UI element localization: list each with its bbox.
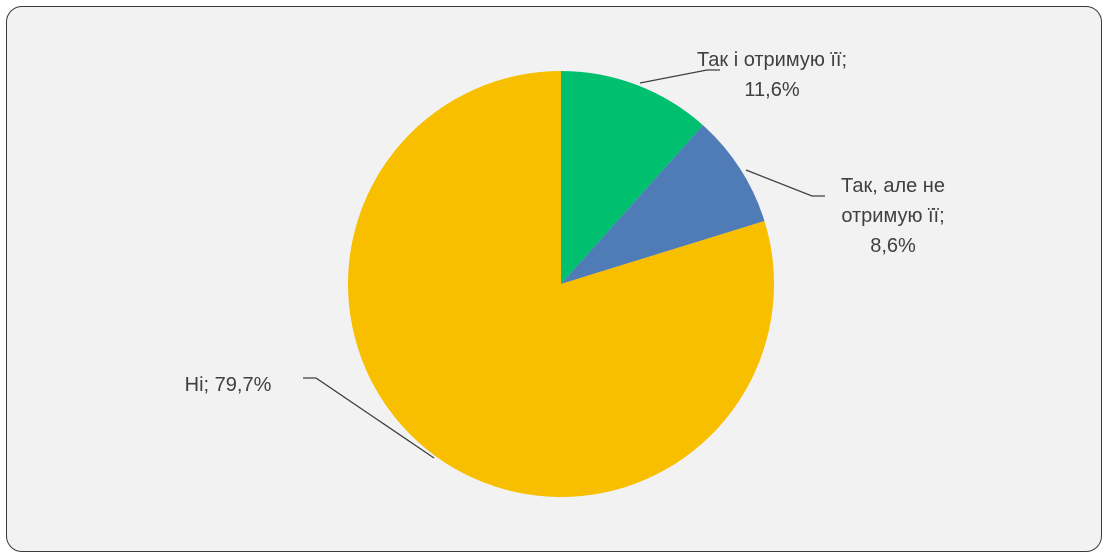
data-label-line: Ні; 79,7% [185,374,272,396]
data-labels: Так і отримую її; 11,6% Так, але не отримую… [185,49,945,396]
pie-slices [348,71,774,497]
data-label-2: Так, але не отримую її; 8,6% [841,175,945,257]
data-label-line: отримую її; [841,205,944,227]
data-label-line: 11,6% [744,79,799,101]
data-label-line: Так і отримую її; [697,49,847,71]
leader-lines [303,69,825,459]
pie-slice-3 [348,71,774,497]
chart-area: Так і отримую її; 11,6% Так, але не отримую… [6,6,1102,552]
leader-line-2 [745,169,825,197]
leader-line-1 [639,69,720,84]
pie-slice-1 [561,71,703,284]
data-label-1: Так і отримую її; 11,6% [697,49,847,101]
data-label-3: Ні; 79,7% [185,374,272,396]
pie-slice-2 [561,125,765,284]
pie-chart: Так і отримую її; 11,6% Так, але не отримую… [185,49,945,497]
data-label-line: 8,6% [870,235,916,257]
leader-line-3 [303,377,435,459]
data-label-line: Так, але не [841,175,945,197]
